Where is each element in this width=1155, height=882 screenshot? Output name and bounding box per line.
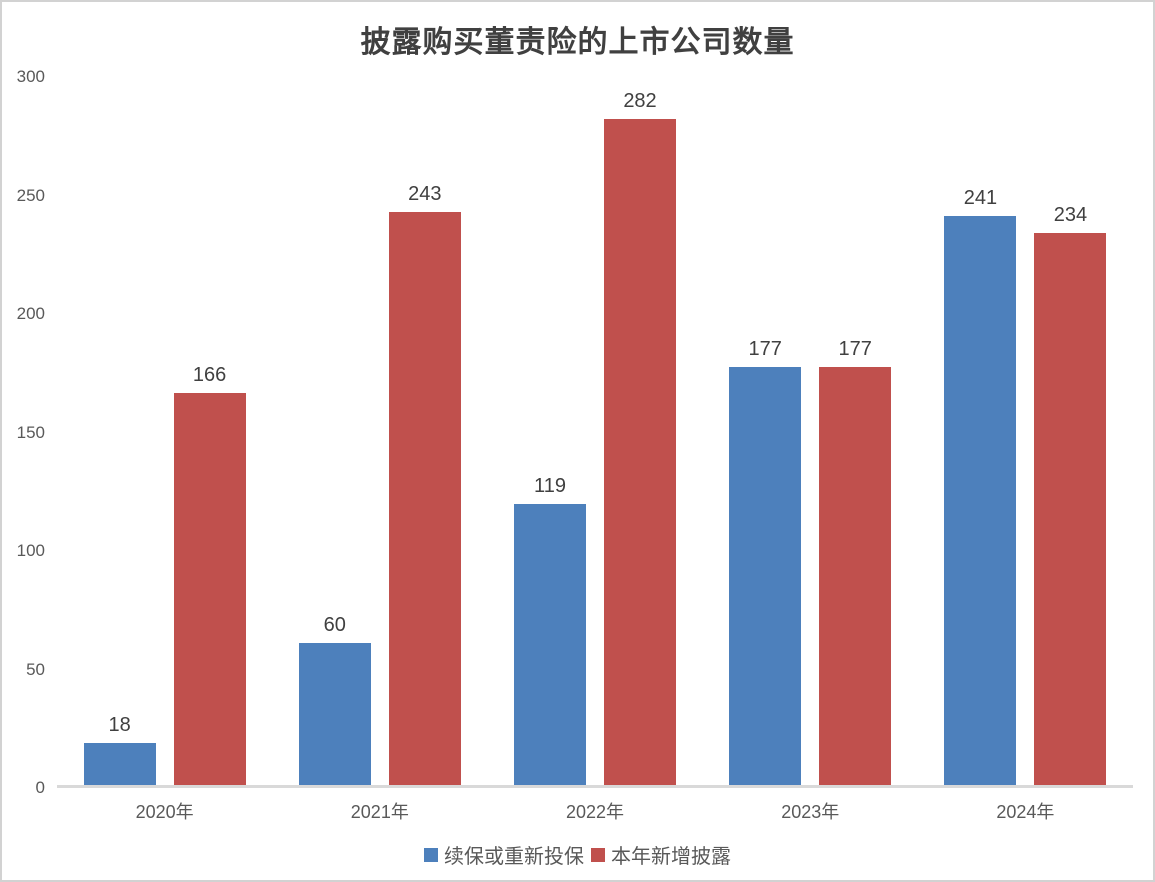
x-axis-label: 2022年: [565, 802, 625, 822]
legend: 续保或重新投保 本年新增披露: [2, 840, 1153, 869]
bar-series2: 177: [819, 338, 892, 785]
y-tick-label: 0: [35, 778, 45, 797]
x-axis-label: 2024年: [996, 802, 1055, 822]
bar-series2: 234: [1034, 204, 1107, 785]
y-tick-label: 250: [16, 185, 45, 205]
data-label: 241: [963, 187, 998, 210]
y-tick-label: 100: [16, 541, 45, 560]
y-tick-label: 50: [26, 659, 45, 679]
legend-swatch-icon: [591, 847, 605, 862]
y-axis: 0 50 100 150 200 250 300: [2, 67, 47, 797]
bar-group: 119 282: [487, 77, 702, 785]
bar-series2: 243: [388, 183, 461, 785]
x-axis: 2020年 2021年 2022年 2023年 2024年: [57, 798, 1133, 824]
bar-series1: 177: [729, 338, 802, 785]
data-label: 177: [748, 338, 782, 361]
bar-series1: 119: [514, 475, 586, 785]
x-axis-label: 2023年: [781, 802, 840, 822]
bar-series1: 18: [83, 714, 156, 785]
x-axis-label: 2021年: [350, 802, 409, 822]
plot-area: 18 166 60 243 119 282 177 177 241 234: [57, 77, 1133, 788]
data-label: 166: [192, 364, 227, 387]
bar-series2: 282: [604, 90, 676, 785]
legend-label: 本年新增披露: [611, 846, 731, 868]
data-label: 18: [108, 713, 131, 736]
data-label: 243: [408, 182, 442, 205]
y-tick-label: 200: [16, 304, 45, 323]
legend-item: 本年新增披露: [591, 840, 731, 869]
bar-group: 18 166: [57, 77, 272, 785]
bar-series2: 166: [173, 364, 246, 785]
data-label: 119: [534, 475, 566, 498]
bar-group: 60 243: [272, 77, 487, 785]
y-tick-label: 300: [16, 67, 45, 86]
legend-swatch-icon: [424, 847, 438, 862]
chart-title: 披露购买董责险的上市公司数量: [360, 25, 795, 60]
data-label: 177: [838, 338, 872, 361]
bar-series1: 60: [298, 614, 371, 785]
data-label: 234: [1053, 203, 1088, 226]
x-axis-label: 2020年: [135, 802, 194, 822]
data-label: 282: [623, 90, 657, 113]
bar-group: 177 177: [703, 77, 918, 785]
data-label: 60: [323, 614, 346, 637]
legend-label: 续保或重新投保: [444, 846, 584, 868]
y-tick-label: 150: [16, 422, 45, 442]
legend-item: 续保或重新投保: [424, 840, 584, 869]
bar-series1: 241: [944, 187, 1017, 785]
bar-group: 241 234: [918, 77, 1133, 785]
